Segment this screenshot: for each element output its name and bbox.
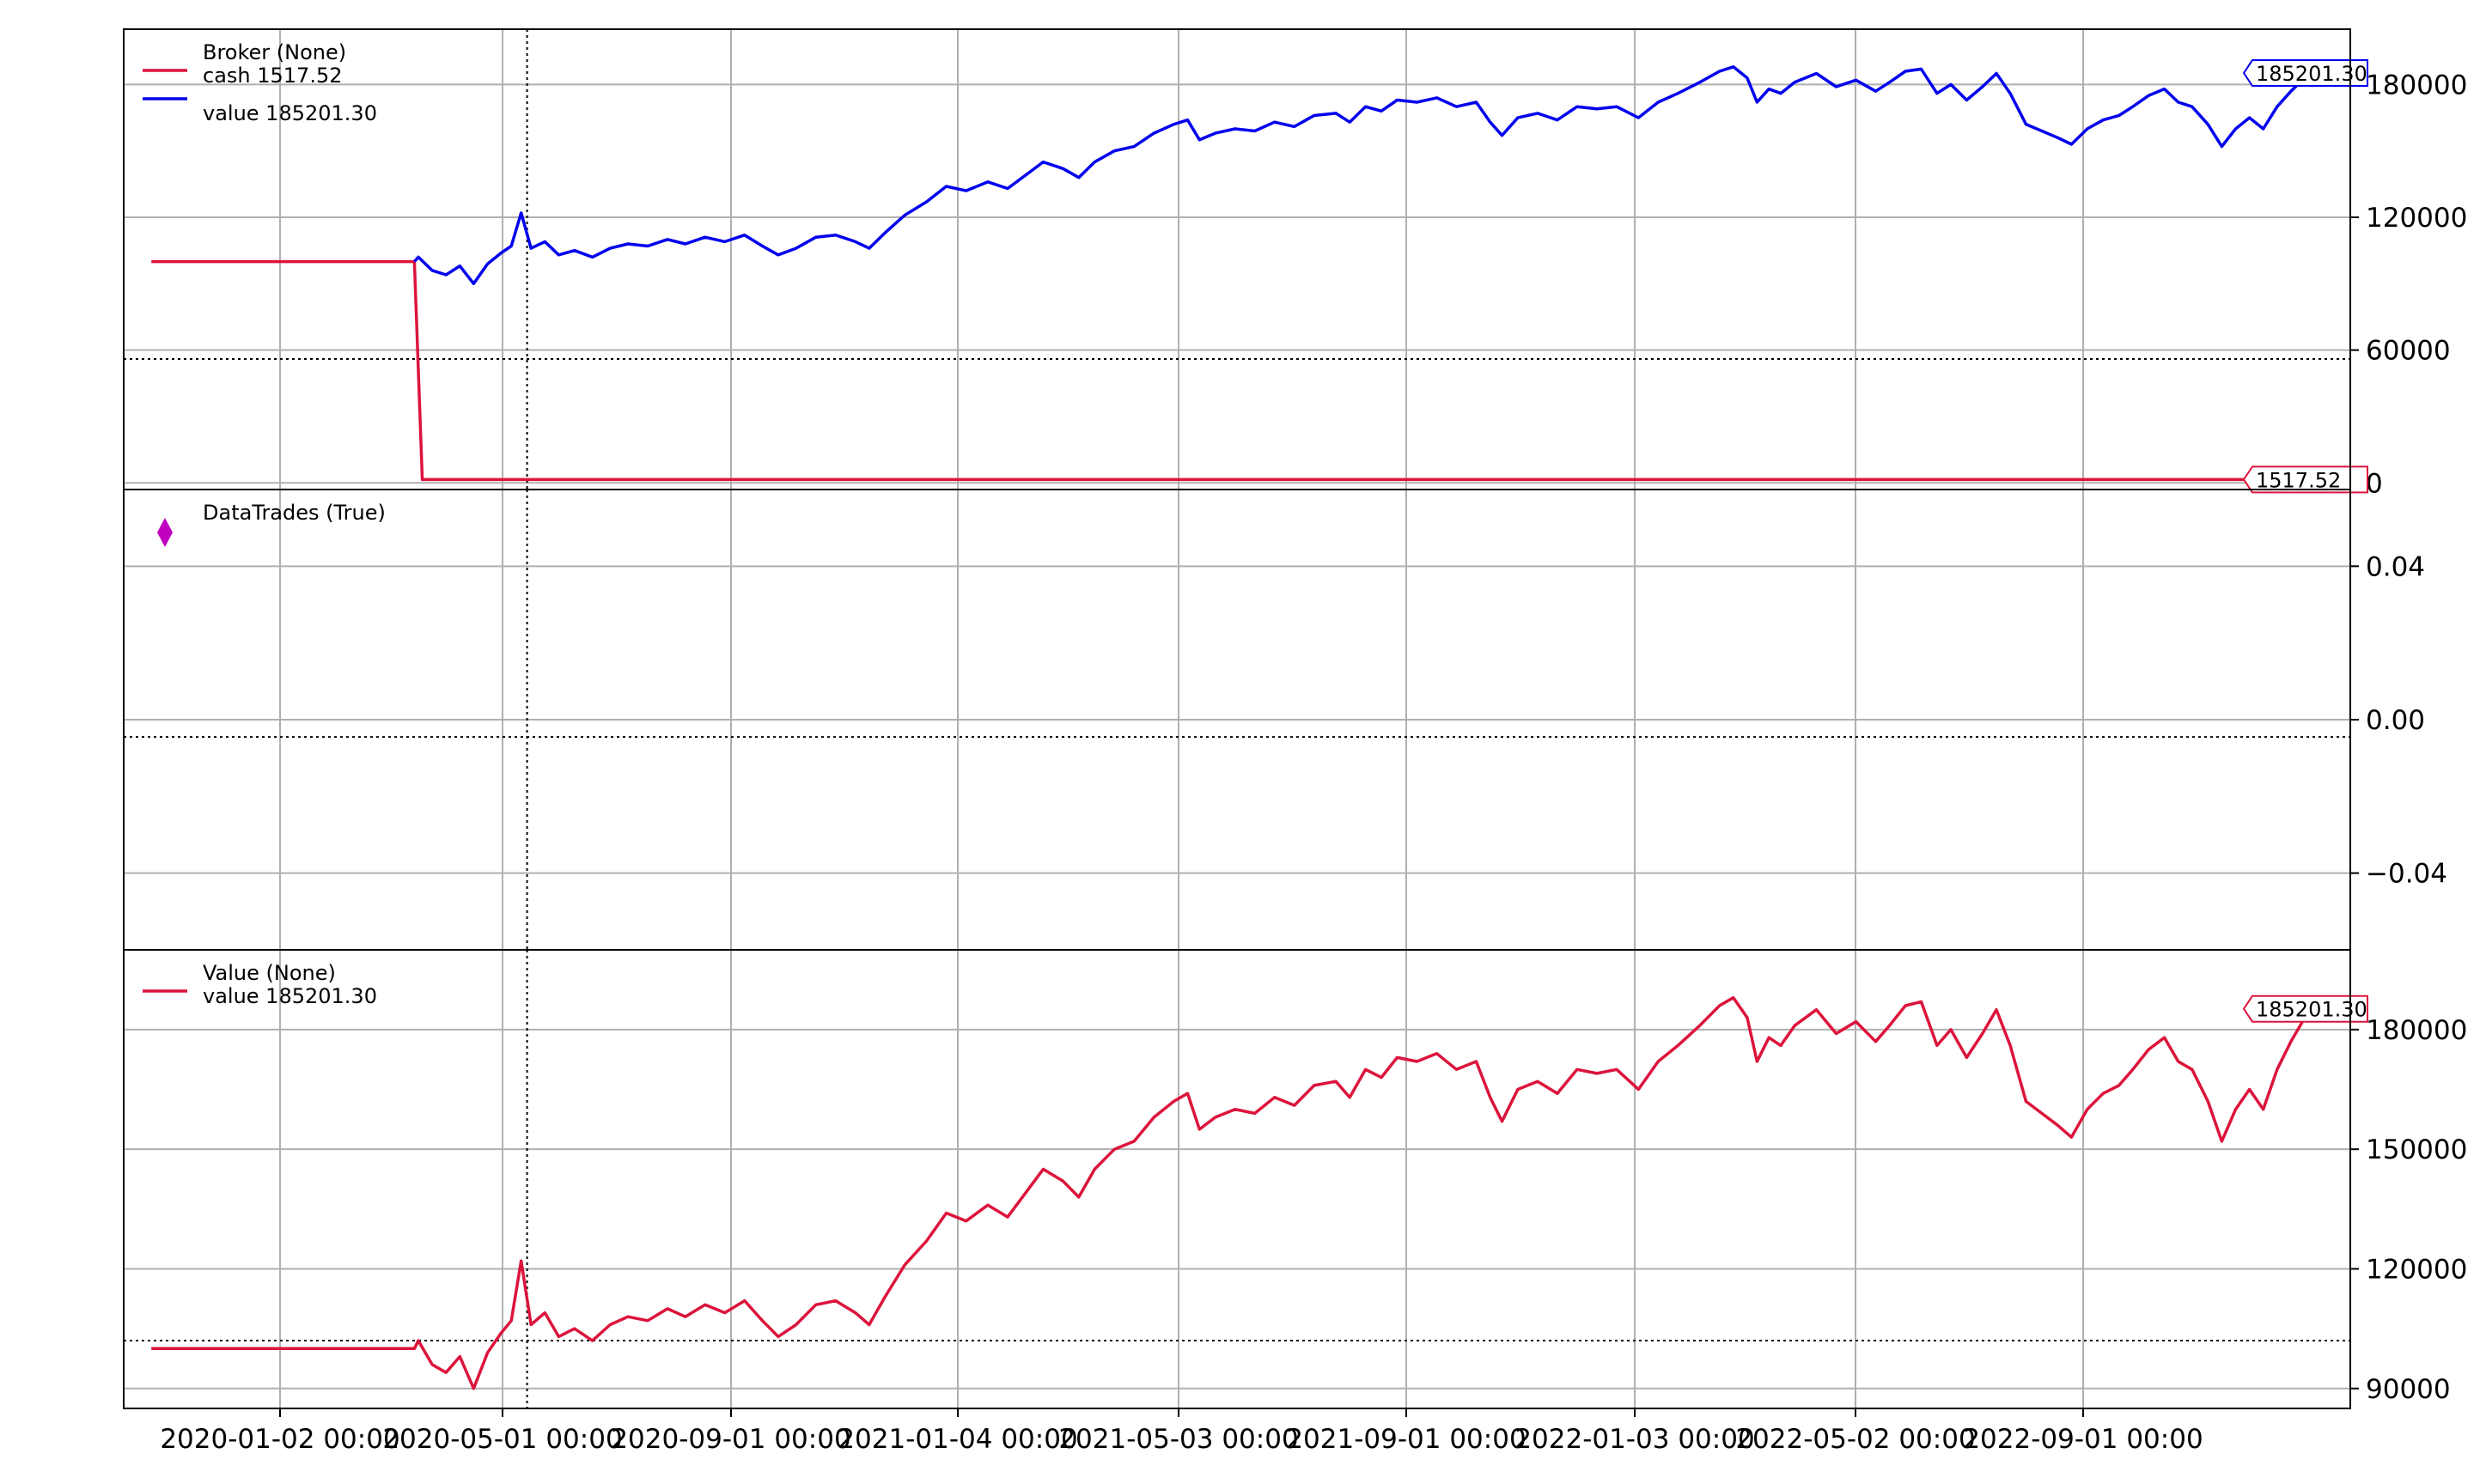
x-tick-label: 2021-05-03 00:00	[1058, 1424, 1298, 1455]
x-tick-label: 2020-09-01 00:00	[611, 1424, 850, 1455]
last-value-label: 185201.30	[2256, 62, 2367, 86]
x-tick-label: 2022-09-01 00:00	[1963, 1424, 2203, 1455]
last-value-label: 1517.52	[2256, 468, 2341, 492]
y-tick-label: 0.04	[2366, 551, 2425, 582]
y-tick-label: 120000	[2366, 203, 2467, 234]
legend-entry: value 185201.30	[203, 101, 377, 125]
series-line	[151, 995, 2320, 1390]
y-tick-label: 180000	[2366, 1015, 2467, 1046]
x-tick-label: 2021-01-04 00:00	[838, 1424, 1077, 1455]
y-tick-label: 0.00	[2366, 705, 2425, 736]
legend-entry: cash 1517.52	[203, 64, 343, 88]
legend-title: Broker (None)	[203, 40, 346, 64]
series-line	[151, 259, 2319, 482]
y-tick-label: −0.04	[2366, 859, 2447, 890]
legend-entry: DataTrades (True)	[203, 501, 386, 525]
x-tick-label: 2022-01-03 00:00	[1514, 1424, 1754, 1455]
legend-marker-diamond	[157, 518, 173, 547]
y-tick-label: 90000	[2366, 1374, 2451, 1405]
x-tick-label: 2020-01-02 00:00	[160, 1424, 399, 1455]
legend-entry: value 185201.30	[203, 984, 377, 1008]
y-tick-label: 0	[2366, 468, 2383, 499]
axes-frame	[123, 949, 2351, 1409]
x-tick-label: 2022-05-02 00:00	[1735, 1424, 1975, 1455]
y-tick-label: 60000	[2366, 336, 2451, 367]
axes-frame	[123, 28, 2351, 490]
y-tick-label: 120000	[2366, 1254, 2467, 1285]
y-tick-label: 180000	[2366, 70, 2467, 100]
legend-title: Value (None)	[203, 961, 336, 985]
last-value-label: 185201.30	[2256, 998, 2367, 1022]
last-value-tag	[2242, 994, 2368, 1023]
y-tick-label: 150000	[2366, 1134, 2467, 1165]
x-tick-label: 2021-09-01 00:00	[1286, 1424, 1526, 1455]
last-value-tag	[2242, 59, 2368, 88]
x-tick-label: 2020-05-01 00:00	[382, 1424, 622, 1455]
series-line	[413, 65, 2319, 286]
